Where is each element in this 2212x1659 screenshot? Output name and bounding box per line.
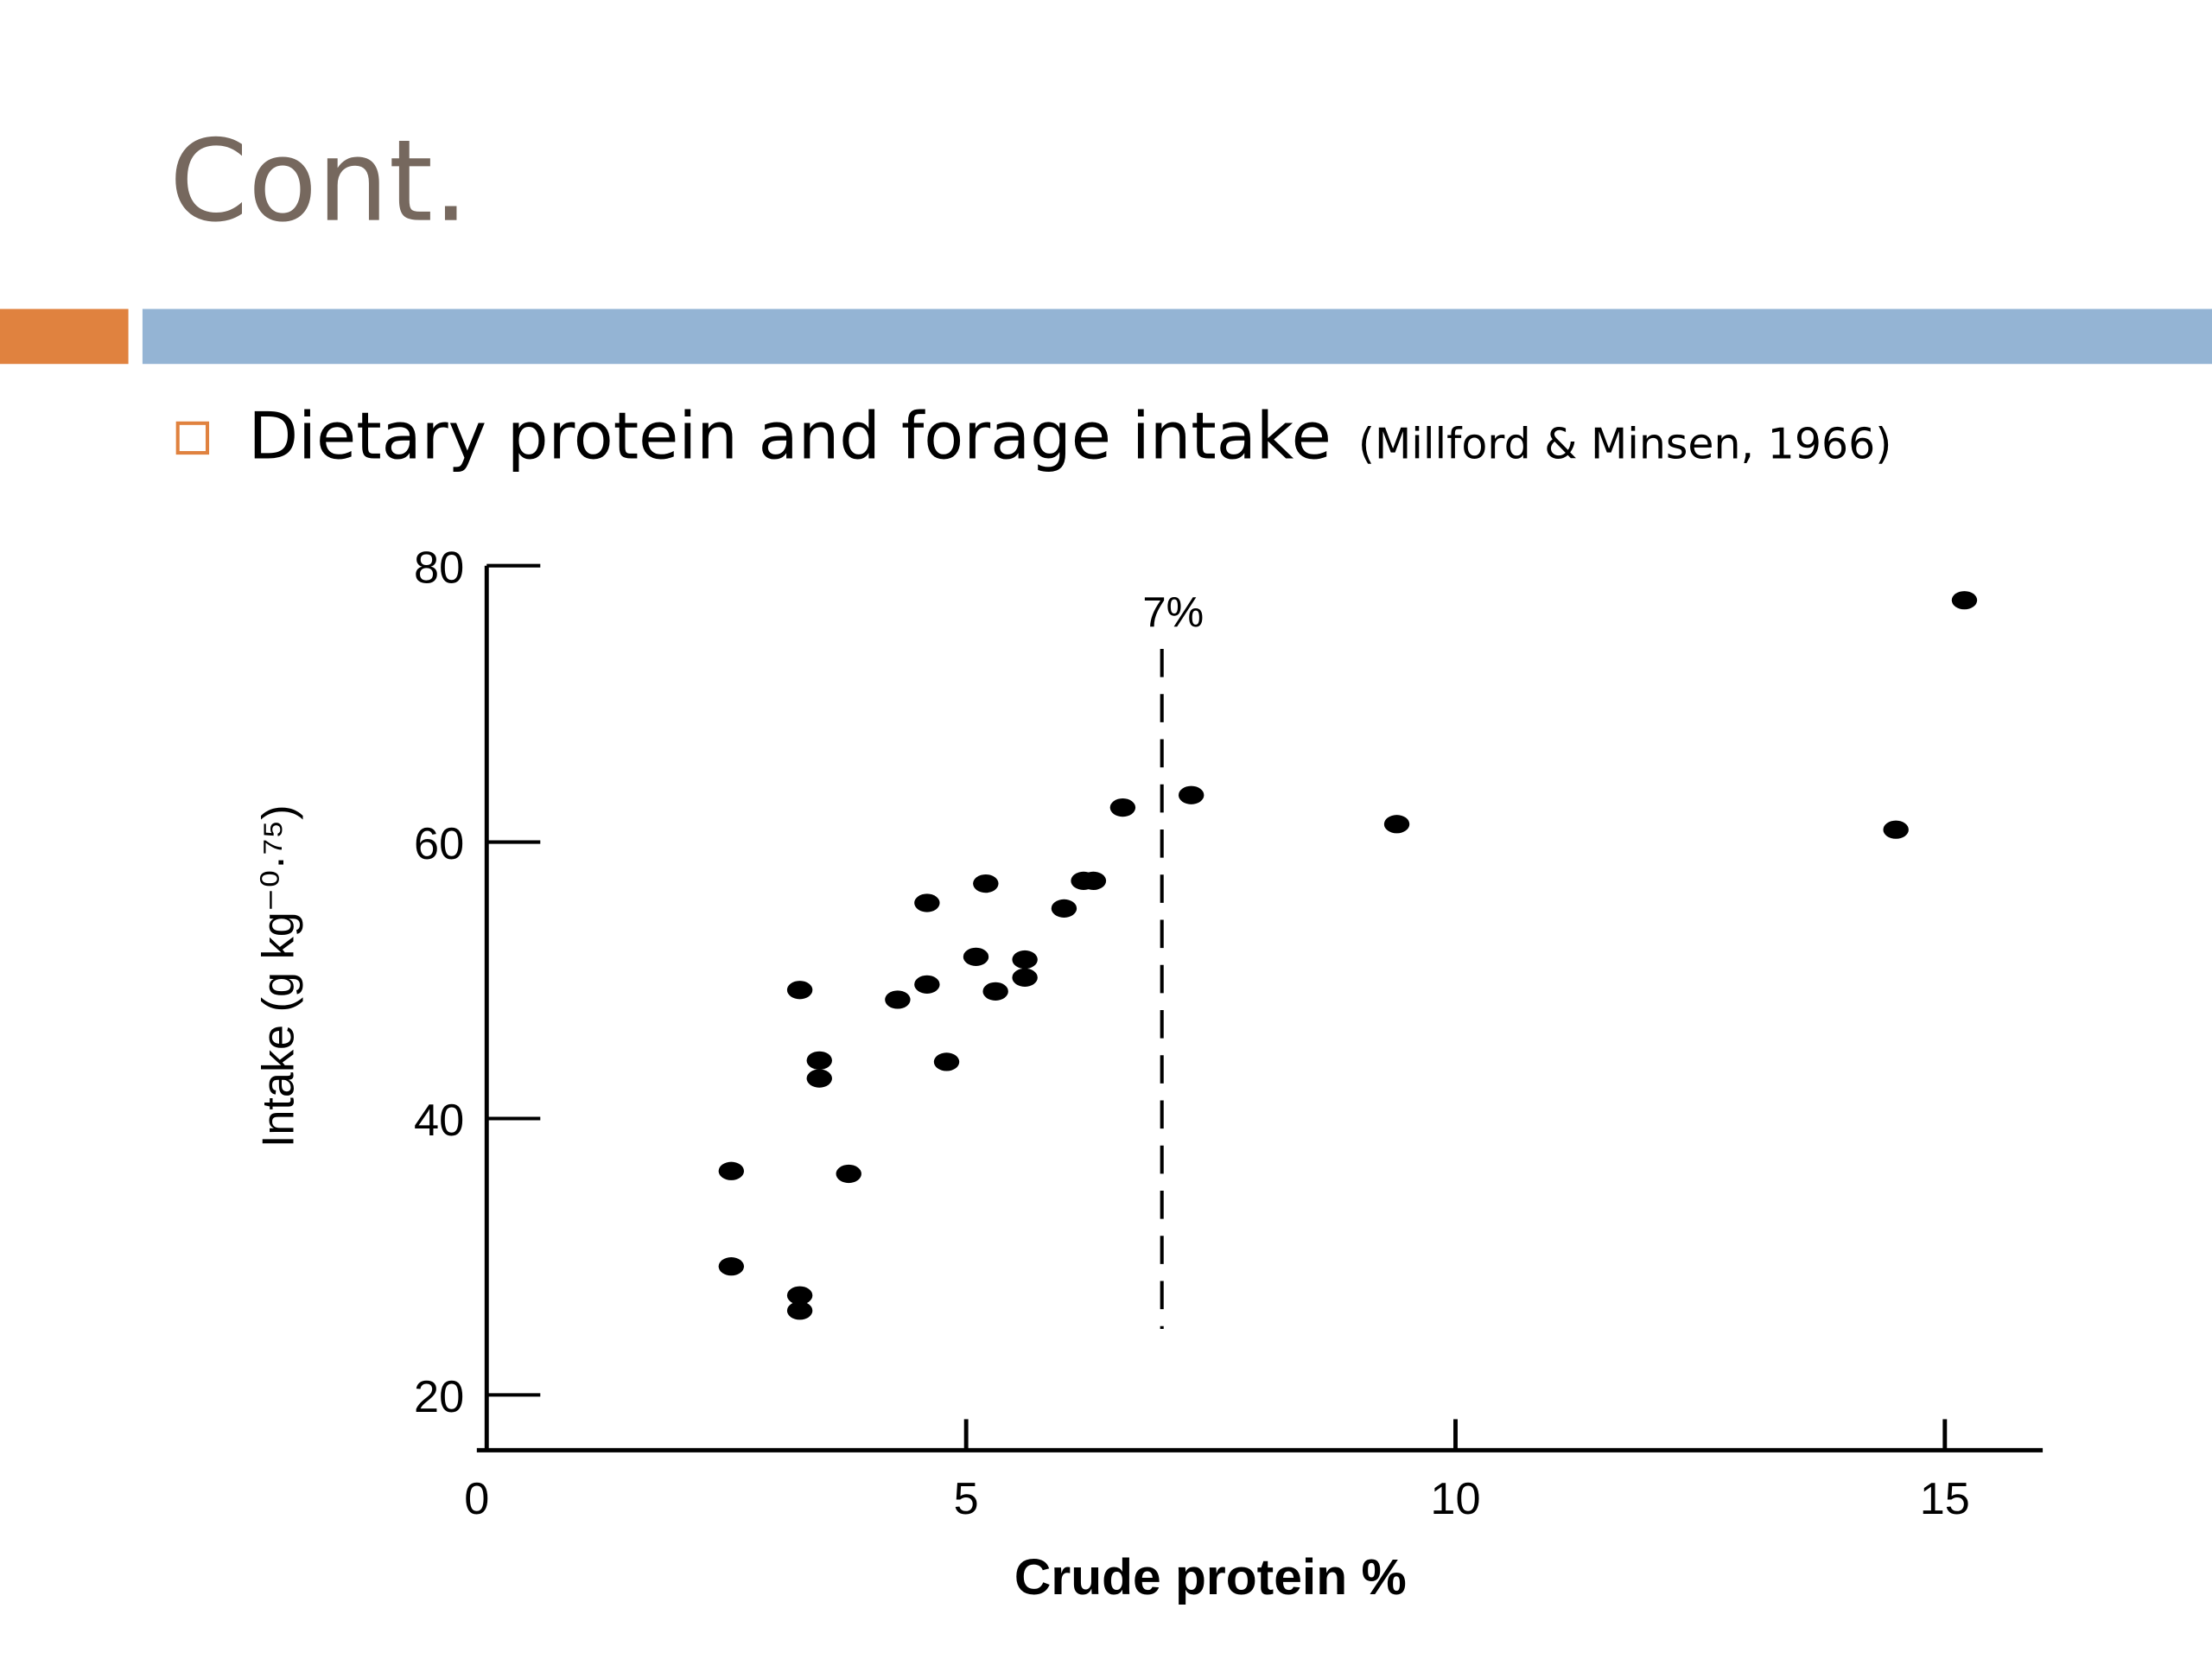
citation: (Millford & Minsen, 1966) <box>1358 420 1891 469</box>
y-tick-label: 60 <box>414 819 464 869</box>
point <box>718 1257 745 1276</box>
y-tick-label: 20 <box>414 1372 464 1422</box>
accent-bar <box>0 308 129 365</box>
point <box>786 1286 813 1305</box>
x-tick-label: 5 <box>954 1474 979 1524</box>
chart: Crude protein % Intake (g kg⁻⁰·⁷⁵) 20 40 6… <box>254 543 2044 1605</box>
point <box>982 982 1008 1001</box>
point <box>933 1052 960 1071</box>
point <box>836 1164 861 1184</box>
point <box>718 1161 745 1180</box>
x-axis-label: Crude protein % <box>1014 1549 1407 1605</box>
point <box>1178 785 1205 804</box>
header-bar <box>142 308 2212 365</box>
y-tick-label: 80 <box>414 543 464 593</box>
bullet-marker <box>175 421 210 455</box>
point <box>1383 815 1410 834</box>
point <box>1951 591 1978 610</box>
point <box>786 1301 813 1320</box>
threshold-label: 7% <box>1142 589 1204 636</box>
y-tick-label: 40 <box>414 1096 464 1146</box>
point <box>806 1069 832 1088</box>
bullet: Dietary protein and forage intake <box>248 398 1331 474</box>
point <box>914 975 940 994</box>
point <box>1051 899 1077 918</box>
point <box>885 990 911 1009</box>
point <box>1109 798 1136 817</box>
point <box>1080 871 1107 890</box>
x-tick-label: 15 <box>1920 1474 1970 1524</box>
y-axis-label: Intake (g kg⁻⁰·⁷⁵) <box>254 804 304 1147</box>
point <box>1012 968 1038 987</box>
point <box>1883 820 1909 839</box>
point <box>1012 950 1038 969</box>
x-tick-label: 10 <box>1430 1474 1480 1524</box>
point <box>786 981 813 1000</box>
point <box>973 874 999 893</box>
x-tick-label: 0 <box>464 1474 489 1524</box>
point <box>963 947 989 966</box>
bullet-text: Dietary protein and forage intake (Millf… <box>248 398 1891 474</box>
point <box>806 1051 832 1070</box>
slide-title: Cont. <box>169 116 469 247</box>
point <box>914 893 940 912</box>
